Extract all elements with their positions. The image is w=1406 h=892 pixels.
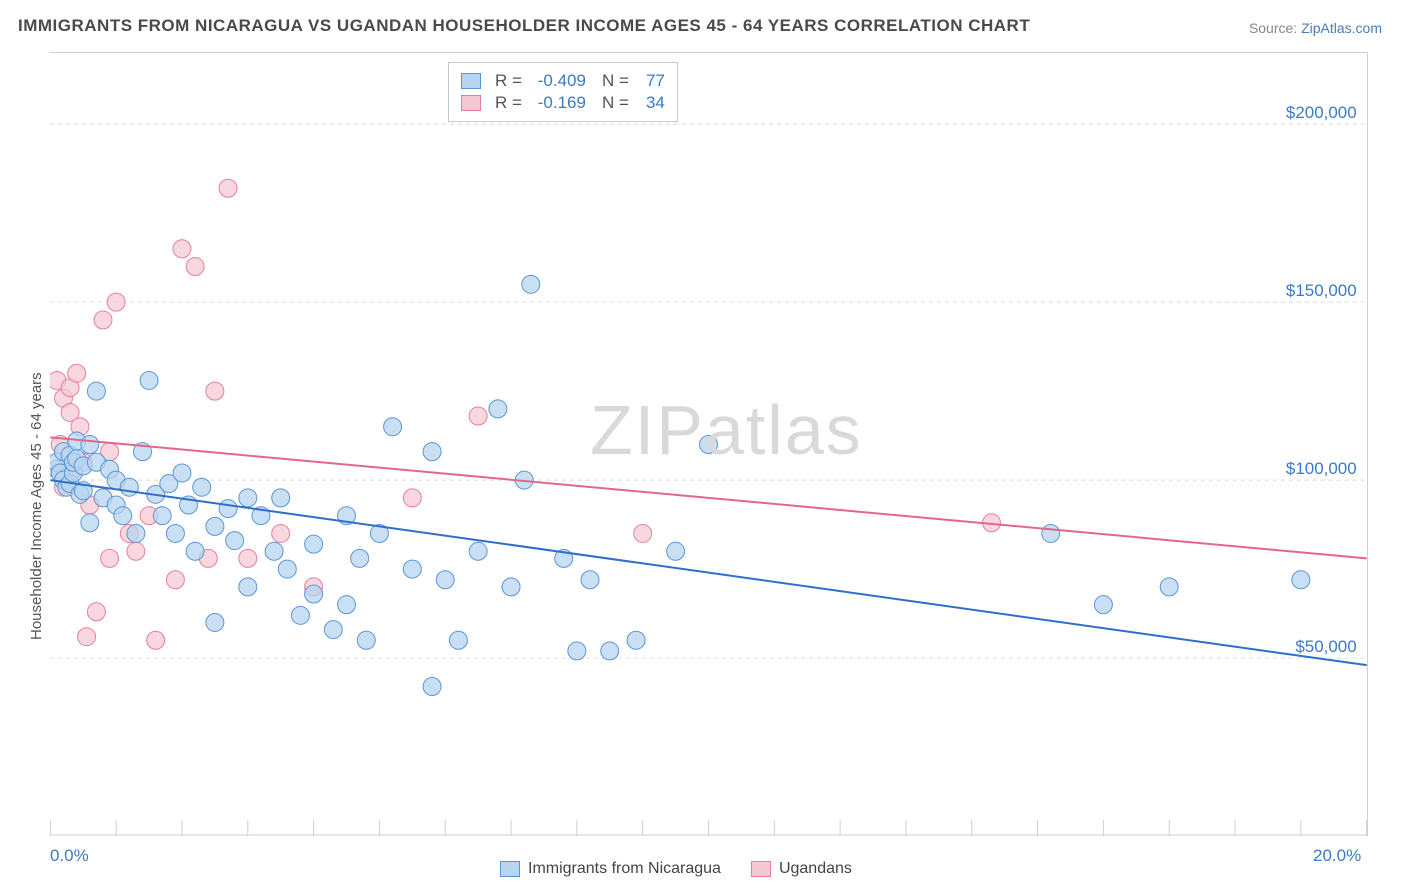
- series-legend: Immigrants from Nicaragua Ugandans: [500, 860, 852, 878]
- legend-item-ugandans: Ugandans: [751, 860, 852, 878]
- svg-text:$50,000: $50,000: [1295, 637, 1356, 656]
- x-tick-min: 0.0%: [50, 846, 89, 866]
- svg-text:$200,000: $200,000: [1286, 103, 1357, 122]
- legend-label-ugandans: Ugandans: [779, 860, 852, 877]
- r-label: R =: [495, 93, 522, 113]
- correlation-legend: R = -0.409 N = 77 R = -0.169 N = 34: [448, 62, 678, 122]
- legend-label-nicaragua: Immigrants from Nicaragua: [528, 860, 721, 877]
- n-label: N =: [602, 93, 629, 113]
- legend-item-nicaragua: Immigrants from Nicaragua: [500, 860, 721, 878]
- chart-container: IMMIGRANTS FROM NICARAGUA VS UGANDAN HOU…: [0, 0, 1406, 892]
- source-label: Source:: [1249, 20, 1301, 36]
- svg-text:$100,000: $100,000: [1286, 459, 1357, 478]
- n-value-ugandans: 34: [635, 93, 665, 113]
- swatch-ugandans-icon: [751, 861, 771, 877]
- scatter-plot: $50,000 $100,000 $150,000 $200,000: [50, 52, 1368, 836]
- n-value-nicaragua: 77: [635, 71, 665, 91]
- legend-row-ugandans: R = -0.169 N = 34: [461, 93, 665, 113]
- swatch-ugandans-icon: [461, 95, 481, 111]
- swatch-nicaragua-icon: [461, 73, 481, 89]
- y-axis-label: Householder Income Ages 45 - 64 years: [28, 372, 45, 640]
- n-label: N =: [602, 71, 629, 91]
- r-label: R =: [495, 71, 522, 91]
- r-value-nicaragua: -0.409: [528, 71, 586, 91]
- chart-title: IMMIGRANTS FROM NICARAGUA VS UGANDAN HOU…: [18, 16, 1030, 36]
- swatch-nicaragua-icon: [500, 861, 520, 877]
- r-value-ugandans: -0.169: [528, 93, 586, 113]
- legend-row-nicaragua: R = -0.409 N = 77: [461, 71, 665, 91]
- source-attribution: Source: ZipAtlas.com: [1249, 20, 1382, 36]
- source-value: ZipAtlas.com: [1301, 20, 1382, 36]
- x-tick-max: 20.0%: [1313, 846, 1361, 866]
- svg-text:$150,000: $150,000: [1286, 281, 1357, 300]
